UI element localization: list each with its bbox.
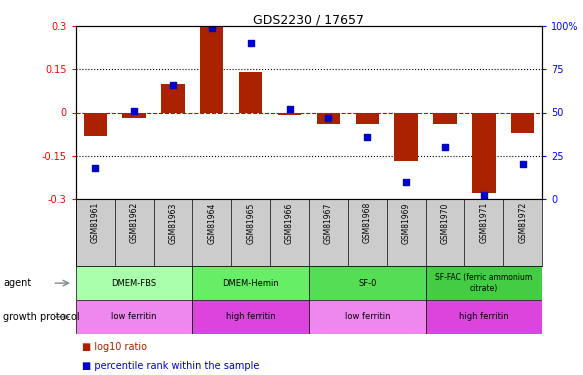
Bar (278, 112, 301, 116)
Bar (433, 112, 456, 124)
Point (285, 106, 294, 112)
Point (246, 40, 255, 46)
Text: DMEM-FBS: DMEM-FBS (111, 279, 157, 288)
Title: GDS2230 / 17657: GDS2230 / 17657 (254, 13, 364, 26)
Bar (122, 112, 146, 118)
Text: ■ percentile rank within the sample: ■ percentile rank within the sample (82, 361, 259, 370)
Bar (395, 112, 418, 161)
Bar (356, 112, 379, 124)
Point (440, 144, 449, 150)
Point (207, 25, 216, 31)
Text: GSM81965: GSM81965 (246, 202, 255, 243)
Bar (83, 112, 107, 135)
Text: GSM81964: GSM81964 (208, 202, 216, 243)
Text: GSM81972: GSM81972 (518, 202, 527, 243)
Text: SF-FAC (ferric ammonium
citrate): SF-FAC (ferric ammonium citrate) (436, 273, 532, 293)
Bar (309, 300, 426, 334)
Bar (511, 112, 535, 133)
Point (168, 82, 178, 88)
Bar (426, 266, 542, 300)
Text: GSM81966: GSM81966 (285, 202, 294, 243)
Bar (472, 112, 496, 193)
Text: GSM81963: GSM81963 (168, 202, 177, 243)
Text: high ferritin: high ferritin (226, 312, 276, 321)
Bar (76, 300, 192, 334)
Text: GSM81961: GSM81961 (91, 202, 100, 243)
Point (518, 161, 528, 167)
Text: agent: agent (3, 278, 31, 288)
Point (324, 115, 333, 121)
Text: GSM81967: GSM81967 (324, 202, 333, 243)
Bar (192, 300, 309, 334)
Text: DMEM-Hemin: DMEM-Hemin (222, 279, 279, 288)
Bar (200, 26, 223, 112)
Bar (309, 266, 426, 300)
Text: low ferritin: low ferritin (345, 312, 390, 321)
Text: GSM81971: GSM81971 (479, 202, 489, 243)
Text: GSM81970: GSM81970 (441, 202, 449, 243)
Text: low ferritin: low ferritin (111, 312, 157, 321)
Point (90, 165, 100, 171)
Text: SF-0: SF-0 (358, 279, 377, 288)
Bar (317, 112, 340, 124)
Text: high ferritin: high ferritin (459, 312, 509, 321)
Text: GSM81968: GSM81968 (363, 202, 372, 243)
Point (402, 178, 411, 184)
Bar (161, 84, 185, 112)
Bar (192, 266, 309, 300)
Point (479, 192, 489, 198)
Text: GSM81969: GSM81969 (402, 202, 410, 243)
Point (363, 134, 372, 140)
Text: ■ log10 ratio: ■ log10 ratio (82, 342, 146, 352)
Bar (76, 266, 192, 300)
Text: GSM81962: GSM81962 (129, 202, 139, 243)
Bar (239, 72, 262, 112)
Bar (426, 300, 542, 334)
Text: growth protocol: growth protocol (3, 312, 79, 322)
Point (129, 108, 139, 114)
